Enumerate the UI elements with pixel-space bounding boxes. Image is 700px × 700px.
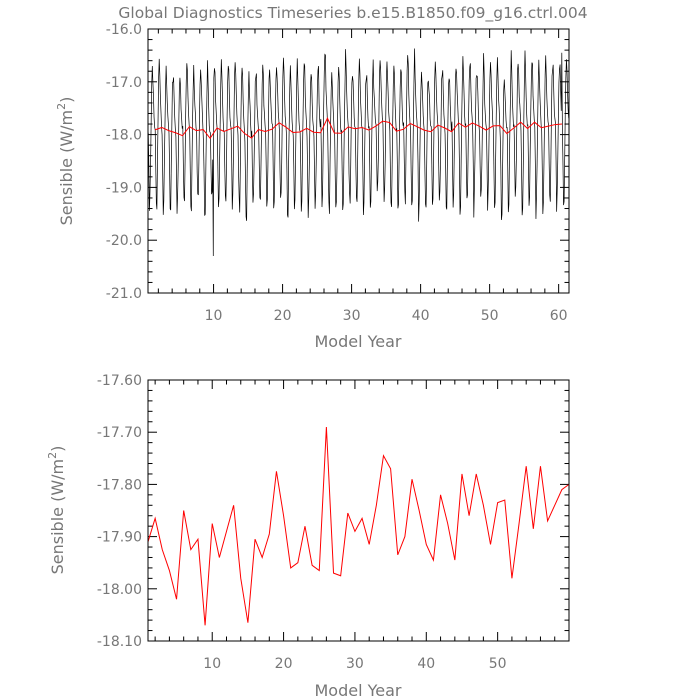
- y-tick-label: -18.10: [97, 634, 142, 650]
- x-tick-label: 20: [274, 308, 292, 324]
- x-tick-label: 10: [203, 656, 221, 672]
- y-tick-label: -16.0: [106, 22, 142, 38]
- x-tick-label: 20: [275, 656, 293, 672]
- y-tick-label: -17.60: [97, 373, 142, 389]
- x-tick-label: 30: [346, 656, 364, 672]
- bottom-x-axis-label: Model Year: [315, 681, 402, 700]
- annual-mean-line-bottom: [147, 426, 570, 626]
- bottom-axis-ticks: 10 20 30 40 50 -18.10 -18.00 -17.90 -17.80 -17.70…: [97, 373, 569, 672]
- y-tick-label: -18.00: [97, 582, 142, 598]
- y-tick-label: -20.0: [106, 233, 142, 249]
- x-tick-label: 60: [550, 308, 568, 324]
- top-plot-frame: [147, 28, 570, 294]
- x-tick-label: 30: [343, 308, 361, 324]
- top-series-group: [147, 48, 570, 257]
- annual-mean-line-top: [154, 117, 563, 140]
- y-tick-label: -17.80: [97, 477, 142, 493]
- x-tick-label: 10: [205, 308, 223, 324]
- bottom-series-group: [147, 426, 570, 626]
- top-axis-ticks: 10 20 30 40 50 60 -21.0 -20.0 -19.0 -18.0 -17.0 -16…: [106, 22, 569, 324]
- bottom-y-axis-label: Sensible (W/m2): [46, 446, 67, 575]
- x-tick-label: 40: [417, 656, 435, 672]
- y-tick-label: -18.0: [106, 128, 142, 144]
- y-tick-label: -17.0: [106, 75, 142, 91]
- x-tick-label: 50: [481, 308, 499, 324]
- chart-title: Global Diagnostics Timeseries b.e15.B185…: [118, 4, 587, 23]
- y-tick-label: -17.90: [97, 530, 142, 546]
- bottom-plot-frame: [147, 379, 570, 642]
- top-x-axis-label: Model Year: [315, 332, 402, 351]
- y-tick-label: -19.0: [106, 180, 142, 196]
- panel-bottom-chart: 10 20 30 40 50 -18.10 -18.00 -17.90 -17.80 -17.70…: [46, 373, 570, 700]
- y-tick-label: -21.0: [106, 286, 142, 302]
- top-y-axis-label: Sensible (W/m2): [55, 97, 76, 226]
- monthly-series-line: [147, 48, 570, 257]
- x-tick-label: 50: [489, 656, 507, 672]
- x-tick-label: 40: [412, 308, 430, 324]
- y-tick-label: -17.70: [97, 425, 142, 441]
- panel-top-chart: 10 20 30 40 50 60 -21.0 -20.0 -19.0 -18.0 -17.0 -16…: [55, 22, 570, 351]
